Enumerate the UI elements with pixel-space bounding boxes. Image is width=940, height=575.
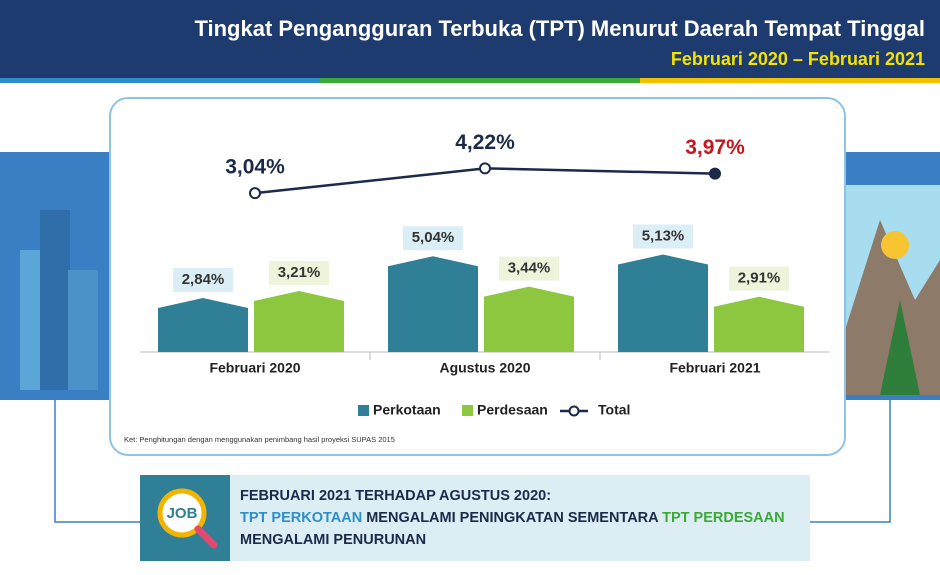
value-label: 3,04% <box>225 156 285 179</box>
sun <box>881 231 909 259</box>
value-label-bg <box>499 256 559 281</box>
job-icon: JOB <box>140 475 230 561</box>
title: Tingkat Pengangguran Terbuka (TPT) Menur… <box>194 16 925 41</box>
stripe <box>320 78 640 83</box>
value-label-bg <box>633 224 693 249</box>
point <box>709 167 721 180</box>
value-label: 3,44% <box>508 260 551 277</box>
icon-graphic: JOB <box>157 488 218 549</box>
value-label: 2,91% <box>738 270 781 287</box>
connector <box>810 400 891 523</box>
value-label: 5,04% <box>412 229 455 246</box>
bar <box>714 296 804 352</box>
value-label-bg <box>403 226 463 251</box>
tree <box>880 300 920 395</box>
point <box>249 187 261 200</box>
legend-marker <box>462 405 473 416</box>
x-tick-label: Agustus 2020 <box>439 360 530 376</box>
value-label: 3,21% <box>278 264 321 281</box>
handle <box>194 525 218 549</box>
legend-label: Perkotaan <box>373 402 441 418</box>
subtitle: Februari 2020 – Februari 2021 <box>671 49 925 69</box>
value-label-bg <box>173 268 233 293</box>
stripe <box>640 78 940 83</box>
building <box>68 270 98 390</box>
value-label: 5,13% <box>642 227 685 244</box>
x-tick-label: Februari 2021 <box>669 360 760 376</box>
note: Ket: Penghitungan dengan menggunakan pen… <box>124 435 395 444</box>
connector <box>54 400 140 523</box>
x-tick-label: Februari 2020 <box>209 360 300 376</box>
value-label-bg <box>729 266 789 291</box>
callout-heading: FEBRUARI 2021 TERHADAP AGUSTUS 2020: <box>240 488 552 504</box>
legend-marker <box>358 405 369 416</box>
building <box>40 210 70 390</box>
value-label: 3,97% <box>685 136 745 159</box>
mountain <box>845 220 940 395</box>
legend-label: Total <box>598 402 630 418</box>
bar <box>618 254 708 352</box>
legend-label: Perdesaan <box>477 402 548 418</box>
callout-part: MENGALAMI PENURUNAN <box>240 532 427 548</box>
callout-text: FEBRUARI 2021 TERHADAP AGUSTUS 2020: TPT… <box>240 485 800 551</box>
magnifier <box>157 488 207 538</box>
bar <box>254 291 344 352</box>
callout-part: TPT PERDESAAN <box>662 510 785 526</box>
callout: JOB FEBRUARI 2021 TERHADAP AGUSTUS 2020:… <box>140 475 810 561</box>
header-band <box>0 0 940 80</box>
callout-part: TPT PERKOTAAN <box>240 510 363 526</box>
legend-marker <box>568 405 580 417</box>
value-label: 4,22% <box>455 131 515 154</box>
callout-part: MENGALAMI PENINGKATAN SEMENTARA <box>362 510 663 526</box>
bar <box>484 286 574 352</box>
bar <box>388 256 478 352</box>
value-label: 2,84% <box>182 271 225 288</box>
point <box>479 162 491 175</box>
bar <box>158 298 248 352</box>
value-label-bg <box>269 261 329 286</box>
stripe <box>0 78 320 83</box>
icon-text: JOB <box>167 505 198 522</box>
